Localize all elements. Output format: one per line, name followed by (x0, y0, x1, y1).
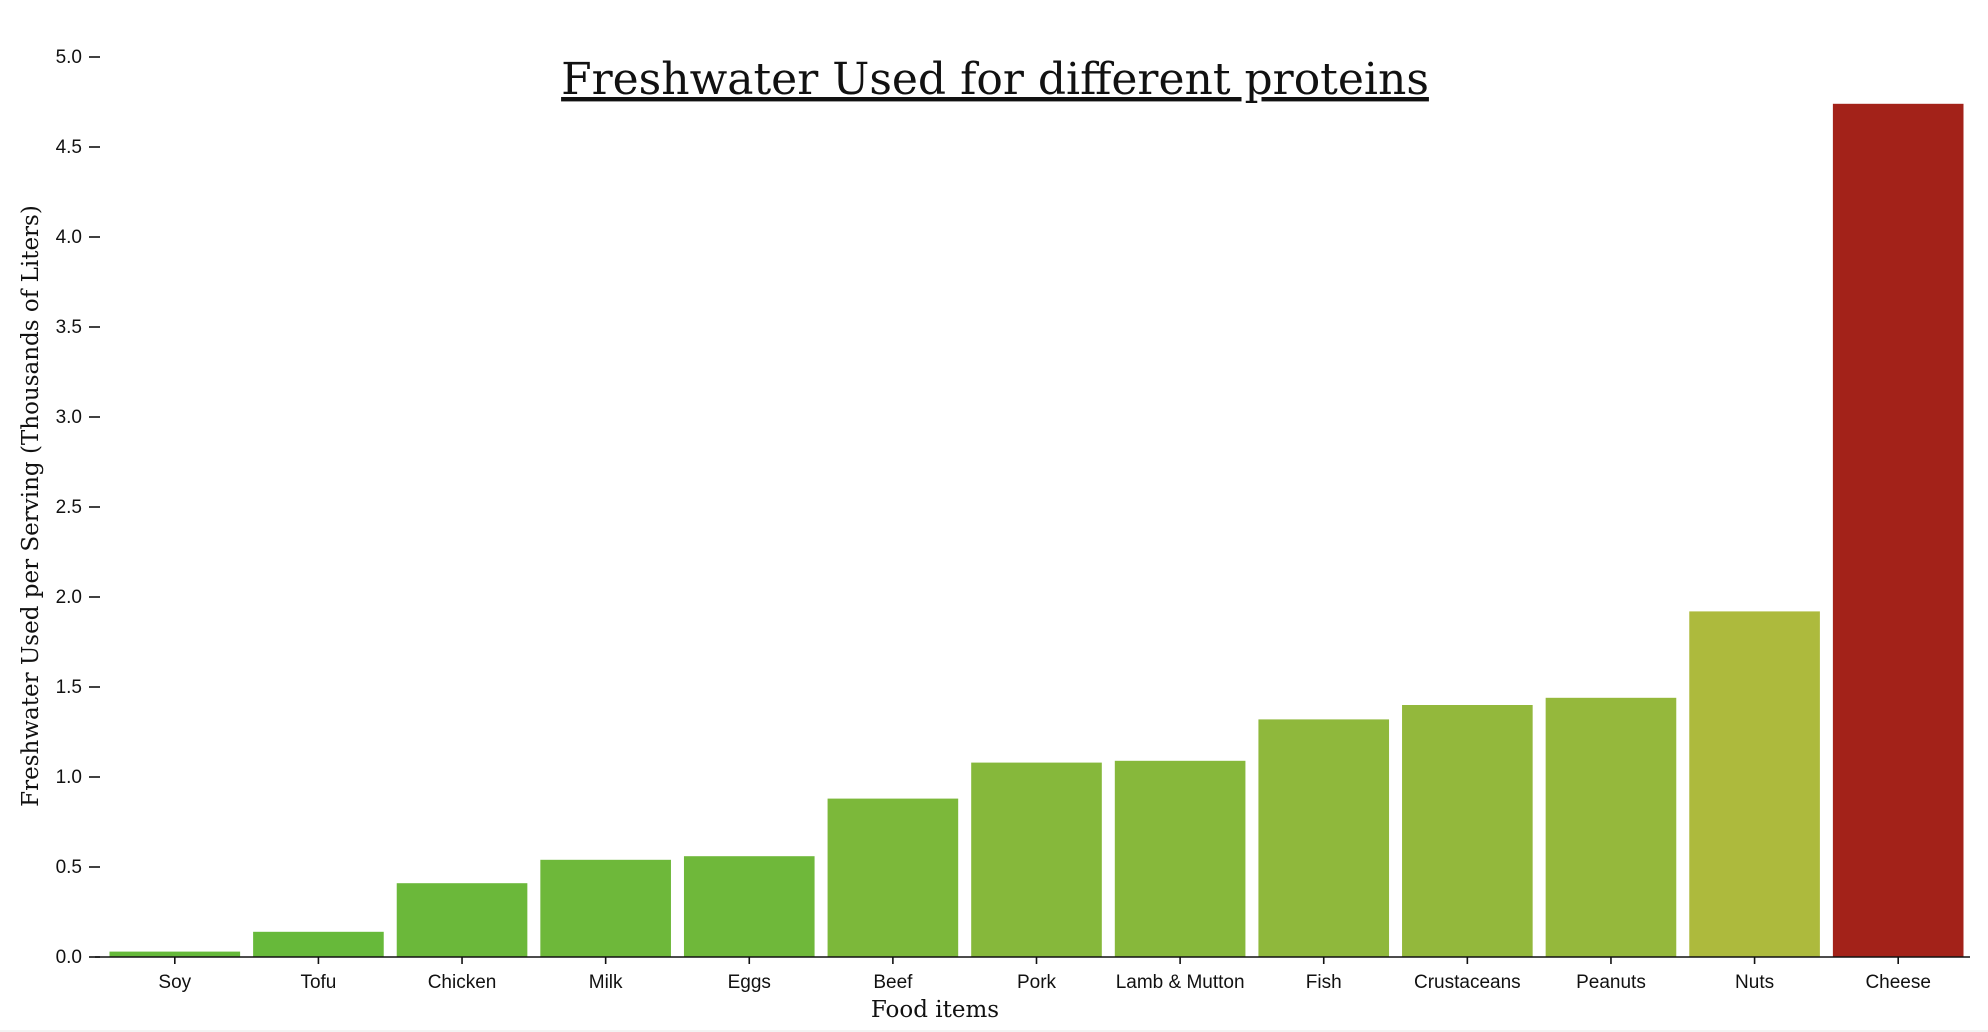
x-tick-label: Tofu (300, 972, 336, 993)
bar-milk (540, 859, 671, 957)
bar-fish (1258, 719, 1390, 957)
x-tick-label: Lamb & Mutton (1116, 972, 1245, 993)
chart-title: Freshwater Used for different proteins (561, 54, 1429, 105)
y-axis: 0.0 0.5 1.0 1.5 2.0 2.5 3.0 3.5 4.0 4.5 5.0 (56, 47, 100, 968)
y-tick-label: 4.5 (56, 137, 82, 158)
y-tick-label: 2.0 (56, 587, 82, 608)
x-axis: Soy Tofu Chicken Milk Eggs Beef Pork Lamb & Mut… (95, 956, 1970, 993)
bar-nuts (1689, 611, 1820, 957)
y-tick-label: 3.0 (56, 407, 82, 428)
bar-peanuts (1545, 697, 1677, 957)
bar-pork (971, 762, 1102, 957)
x-tick-label: Eggs (728, 972, 771, 993)
bar-crustaceans (1402, 705, 1533, 957)
x-tick-label: Milk (589, 972, 623, 993)
bar-tofu (253, 931, 384, 957)
y-tick-label: 0.5 (56, 857, 82, 878)
x-tick-label: Pork (1017, 972, 1057, 993)
x-tick-label: Fish (1306, 972, 1342, 993)
bar-soy (109, 951, 241, 957)
y-tick-label: 1.5 (56, 677, 82, 698)
x-tick-label: Crustaceans (1414, 972, 1521, 993)
y-tick-label: 4.0 (56, 227, 82, 248)
bars-group (109, 103, 1964, 958)
x-tick-label: Beef (873, 972, 913, 993)
y-tick-label: 3.5 (56, 317, 82, 338)
y-tick-label: 1.0 (56, 767, 82, 788)
y-tick-label: 0.0 (56, 947, 82, 968)
x-tick-label: Nuts (1735, 972, 1774, 993)
bar-eggs (683, 856, 815, 957)
y-tick-label: 5.0 (56, 47, 82, 68)
y-tick-label: 2.5 (56, 497, 82, 518)
bar-cheese (1832, 103, 1964, 958)
x-axis-label: Food items (871, 997, 999, 1023)
footer-strip (0, 1030, 1988, 1032)
bar-chicken (396, 883, 528, 957)
x-tick-label: Chicken (428, 972, 497, 993)
x-tick-label: Soy (158, 972, 191, 993)
bar-lamb-mutton (1114, 760, 1246, 957)
x-tick-label: Cheese (1865, 972, 1931, 993)
bar-beef (827, 798, 959, 957)
x-tick-label: Peanuts (1576, 972, 1646, 993)
y-axis-label: Freshwater Used per Serving (Thousands o… (18, 205, 44, 807)
